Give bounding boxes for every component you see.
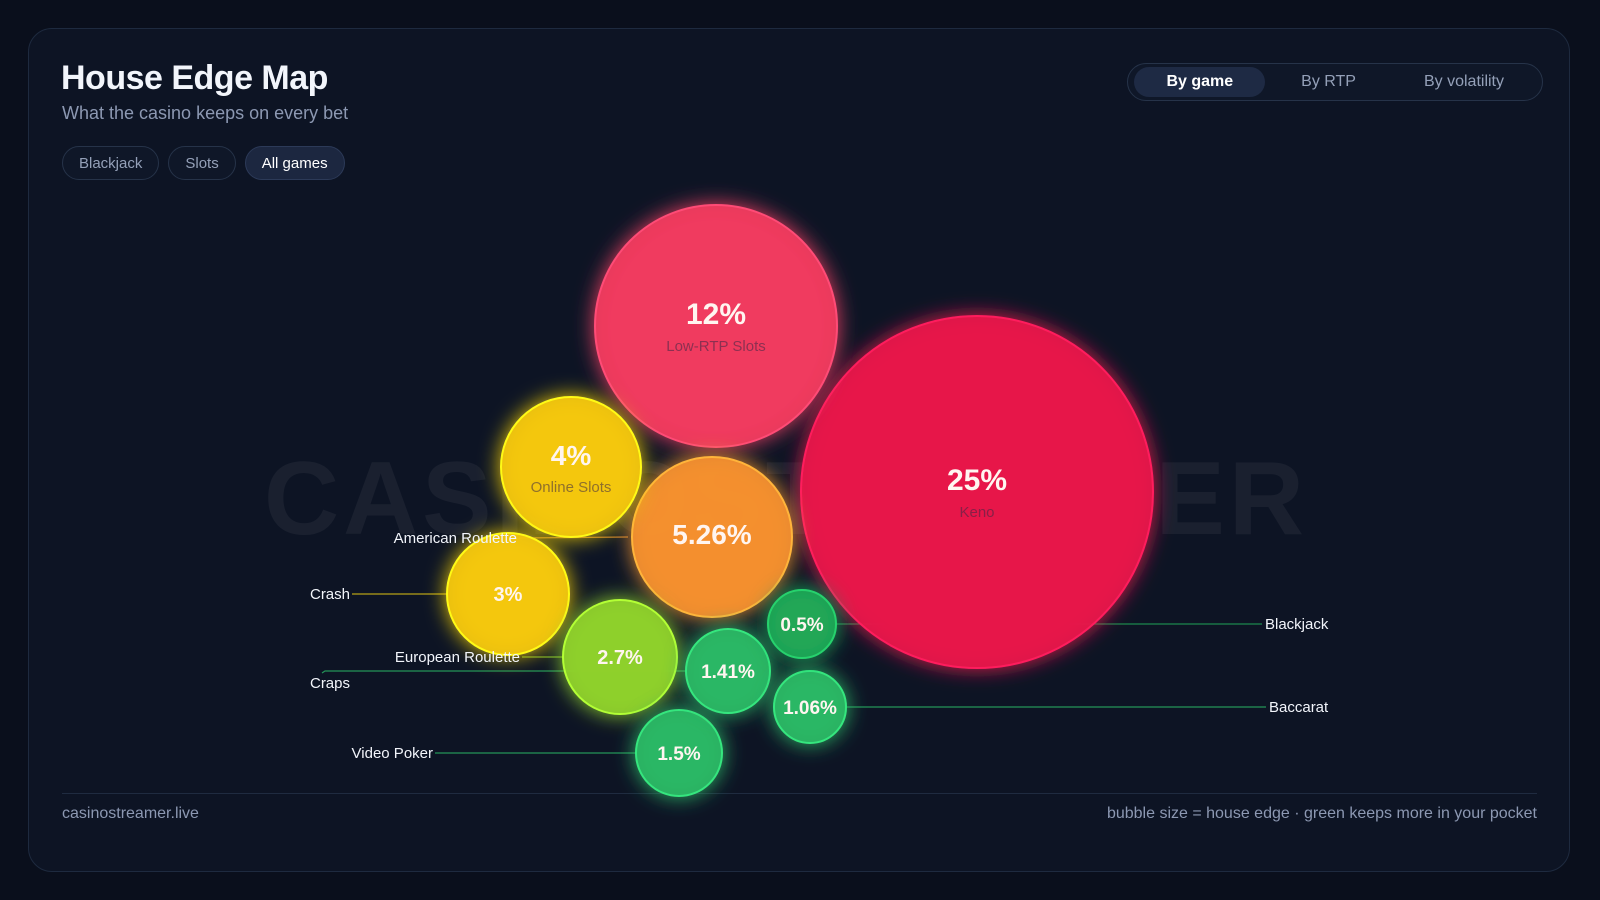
callout-label-european-roulette: European Roulette (395, 649, 520, 666)
bubble-value-online-slots: 4% (551, 440, 592, 471)
bubble-video-poker[interactable] (635, 709, 723, 797)
bubble-online-slots[interactable] (500, 396, 642, 538)
bubble-name-low-rtp-slots: Low-RTP Slots (666, 338, 766, 355)
bubble-name-keno: Keno (959, 504, 994, 521)
bubble-blackjack[interactable] (767, 589, 837, 659)
bubble-value-european-roulette: 2.7% (597, 647, 643, 669)
bubble-baccarat[interactable] (773, 670, 847, 744)
footer-divider (62, 793, 1537, 794)
filter-chips: Blackjack Slots All games (62, 146, 345, 180)
bubble-craps[interactable] (685, 628, 771, 714)
bubble-value-blackjack: 0.5% (780, 615, 823, 636)
filter-chip-blackjack[interactable]: Blackjack (62, 146, 160, 180)
callout-label-crash: Crash (310, 586, 350, 603)
bubble-value-baccarat: 1.06% (783, 698, 837, 719)
callout-label-blackjack: Blackjack (1265, 616, 1329, 633)
bubble-low-rtp-slots[interactable] (594, 204, 838, 448)
view-toggle: By game By RTP By volatility (1127, 63, 1543, 101)
bubble-value-american-roulette: 5.26% (672, 519, 751, 550)
callout-label-baccarat: Baccarat (1269, 699, 1329, 716)
bubble-value-crash: 3% (494, 584, 523, 606)
view-by-game-button[interactable]: By game (1134, 67, 1266, 97)
bubble-value-video-poker: 1.5% (657, 744, 700, 765)
bubble-name-online-slots: Online Slots (531, 479, 612, 496)
footer-site: casinostreamer.live (62, 805, 199, 822)
view-by-volatility-button[interactable]: By volatility (1423, 73, 1504, 90)
bubble-american-roulette[interactable] (631, 456, 793, 618)
bubble-crash[interactable] (446, 532, 570, 656)
callout-label-american-roulette: American Roulette (394, 530, 517, 547)
callout-label-craps: Craps (310, 675, 350, 692)
bubble-european-roulette[interactable] (562, 599, 678, 715)
callout-label-video-poker: Video Poker (352, 745, 433, 762)
bubble-value-craps: 1.41% (701, 662, 755, 683)
view-by-rtp-button[interactable]: By RTP (1301, 73, 1356, 90)
footer-legend-note: bubble size = house edge · green keeps m… (1106, 805, 1537, 822)
bubble-keno[interactable] (800, 315, 1154, 669)
page-title: House Edge Map (61, 59, 328, 97)
filter-chip-slots[interactable]: Slots (168, 146, 236, 180)
filter-chip-all-games[interactable]: All games (244, 146, 345, 180)
page-subtitle: What the casino keeps on every bet (62, 103, 349, 123)
bubble-value-low-rtp-slots: 12% (686, 298, 746, 331)
bubble-value-keno: 25% (947, 464, 1007, 497)
